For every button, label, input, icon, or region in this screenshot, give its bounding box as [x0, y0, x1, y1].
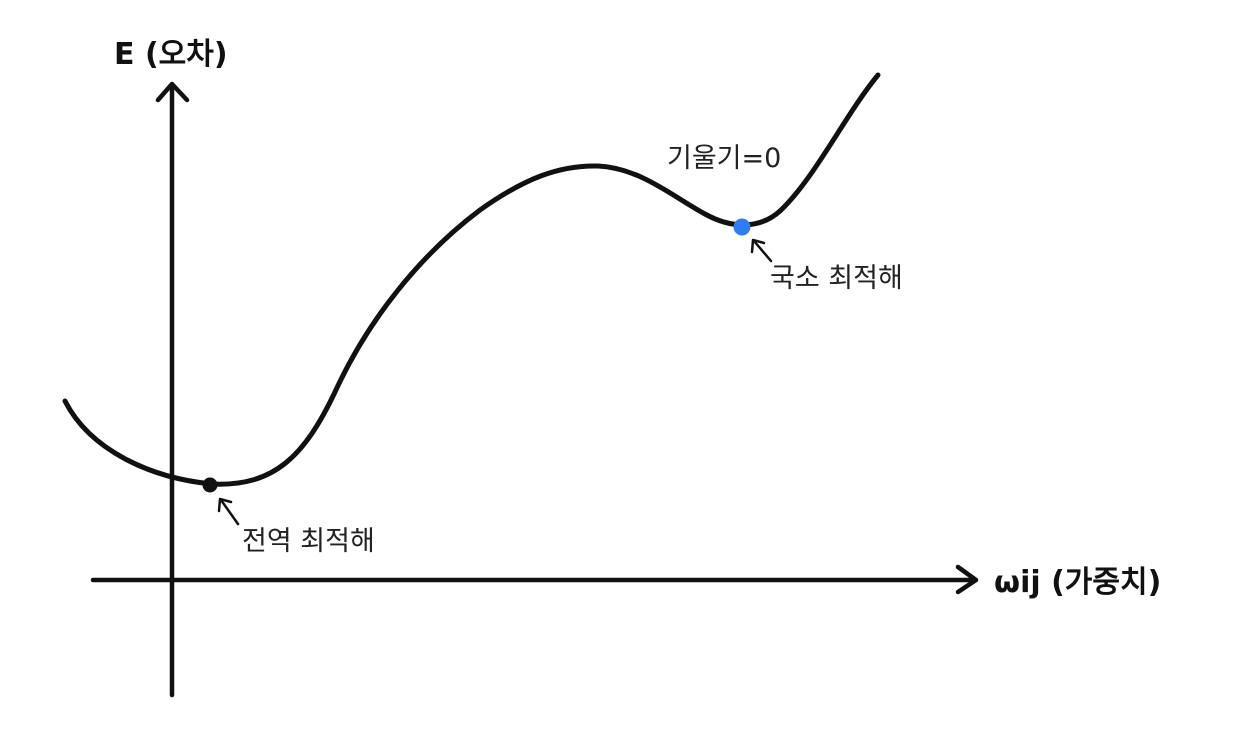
x-axis-arrowhead: [955, 564, 979, 595]
local-optimum-pointer-head: [750, 238, 766, 254]
slope-zero-label: 기울기=0: [667, 143, 781, 174]
x-axis-label: ωij (가중치): [994, 565, 1161, 600]
global-optimum-label: 전역 최적해: [242, 526, 375, 557]
global-optimum-pointer-head: [217, 497, 233, 513]
local-optimum-point: [733, 218, 751, 236]
local-optimum-label: 국소 최적해: [770, 263, 903, 294]
global-optimum-point: [202, 477, 218, 493]
local-optimum-pointer: [752, 239, 773, 263]
y-axis-arrowhead: [155, 81, 190, 103]
y-axis-label: E (오차): [114, 37, 228, 72]
error-curve: [62, 72, 881, 487]
global-optimum-pointer: [219, 498, 240, 526]
